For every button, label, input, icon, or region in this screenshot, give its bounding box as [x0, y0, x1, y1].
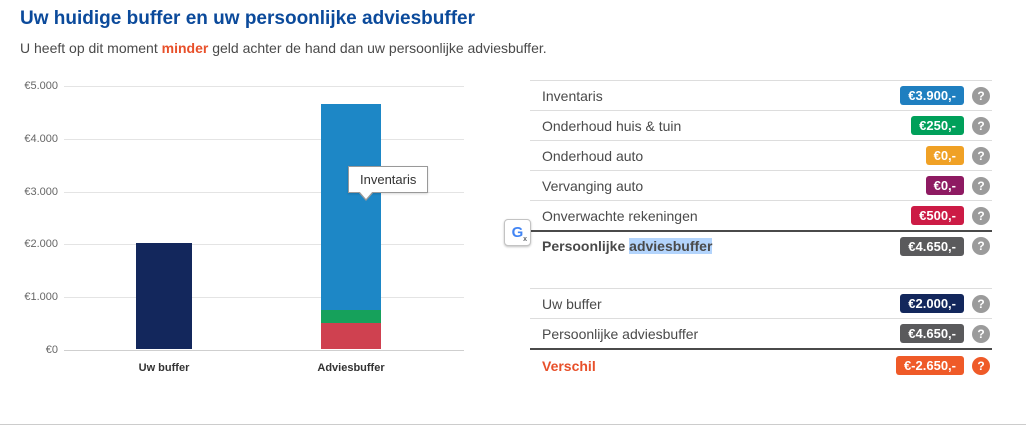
help-button-onverwachte-rekeningen[interactable]: ? [972, 206, 990, 225]
value-badge: €0,- [925, 176, 964, 195]
y-tick-label: €0 [45, 344, 58, 356]
value-badge: €4.650,- [900, 236, 964, 256]
google-g-glyph: G [511, 224, 524, 241]
advies-breakdown-list: Inventaris €3.900,- ? Onderhoud huis & t… [530, 80, 992, 260]
row-label: Persoonlijke adviesbuffer [542, 325, 699, 342]
gridline [64, 138, 464, 140]
row-persoonlijke-adviesbuffer-totaal: Persoonlijke adviesbuffer €4.650,- ? [530, 230, 992, 260]
chart-tooltip: Inventaris [348, 166, 429, 201]
y-tick-label: €4.000 [24, 132, 58, 145]
bar-segment-inventaris [321, 104, 381, 310]
row-verschil: Verschil €-2.650,- ? [530, 348, 992, 381]
help-button-uw-buffer[interactable]: ? [972, 294, 990, 313]
help-button-persoonlijke-adviesbuffer-2[interactable]: ? [972, 324, 990, 343]
row-label: Onverwachte rekeningen [542, 207, 698, 224]
gridline [64, 297, 464, 299]
value-badge: €-2.650,- [895, 356, 964, 375]
page-title: Uw huidige buffer en uw persoonlijke adv… [20, 8, 476, 29]
help-button-persoonlijke-adviesbuffer[interactable]: ? [972, 237, 990, 255]
row-label: Onderhoud huis & tuin [542, 117, 682, 134]
bar-segment-onderhoud-huis-tuin [321, 310, 381, 323]
x-tick-label-adviesbuffer: Adviesbuffer [317, 362, 385, 374]
row-onderhoud-auto: Onderhoud auto €0,- ? [530, 140, 992, 170]
gridline [64, 191, 464, 193]
y-tick-label: €5.000 [24, 80, 58, 92]
gridline [64, 244, 464, 246]
row-label: Vervanging auto [542, 177, 644, 194]
row-vervanging-auto: Vervanging auto €0,- ? [530, 170, 992, 200]
row-uw-buffer: Uw buffer €2.000,- ? [530, 288, 992, 318]
row-inventaris: Inventaris €3.900,- ? [530, 80, 992, 110]
help-button-onderhoud-auto[interactable]: ? [972, 146, 990, 165]
x-axis-baseline [64, 350, 464, 351]
help-button-inventaris[interactable]: ? [972, 86, 990, 105]
row-label: Inventaris [542, 87, 603, 104]
bar-adviesbuffer[interactable] [321, 104, 381, 349]
translate-sub-glyph: x [523, 236, 527, 243]
y-axis: €5.000 €4.000 €3.000 €2.000 €1.000 €0 [20, 80, 58, 356]
bar-segment-uw-buffer [136, 243, 192, 349]
row-onverwachte-rekeningen: Onverwachte rekeningen €500,- ? [530, 200, 992, 230]
y-tick-label: €2.000 [24, 238, 58, 251]
subtitle-prefix: U heeft op dit moment [20, 40, 158, 56]
value-badge: €0,- [925, 146, 964, 165]
page-subtitle: U heeft op dit moment minder geld achter… [20, 40, 547, 56]
buffer-summary-list: Uw buffer €2.000,- ? Persoonlijke advies… [530, 288, 992, 381]
bottom-divider [0, 424, 1026, 425]
google-translate-icon[interactable]: G x [504, 219, 531, 246]
value-badge: €500,- [911, 206, 964, 225]
buffer-bar-chart: €5.000 €4.000 €3.000 €2.000 €1.000 €0 In… [20, 80, 470, 386]
help-button-verschil[interactable]: ? [972, 356, 990, 375]
subtitle-suffix: geld achter de hand dan uw persoonlijke … [212, 40, 547, 56]
value-badge: €2.000,- [900, 294, 964, 313]
gridline [64, 86, 464, 87]
x-tick-label-uw-buffer: Uw buffer [138, 362, 190, 374]
selected-text: adviesbuffer [629, 238, 713, 254]
row-label: Onderhoud auto [542, 147, 644, 164]
row-persoonlijke-adviesbuffer: Persoonlijke adviesbuffer €4.650,- ? [530, 318, 992, 348]
row-label: Persoonlijke adviesbuffer [542, 238, 900, 254]
chart-tooltip-label: Inventaris [360, 172, 417, 187]
row-label: Verschil [542, 357, 596, 374]
help-button-vervanging-auto[interactable]: ? [972, 176, 990, 195]
subtitle-emphasis: minder [161, 40, 209, 56]
value-badge: €250,- [911, 116, 964, 135]
y-tick-label: €1.000 [24, 291, 58, 304]
value-badge: €3.900,- [900, 86, 964, 105]
help-button-onderhoud-huis-tuin[interactable]: ? [972, 116, 990, 135]
chart-plot: Inventaris [64, 86, 464, 351]
row-onderhoud-huis-tuin: Onderhoud huis & tuin €250,- ? [530, 110, 992, 140]
bar-uw-buffer[interactable] [136, 243, 192, 349]
bar-segment-onverwachte-rekeningen [321, 323, 381, 349]
row-label: Uw buffer [542, 295, 602, 312]
y-tick-label: €3.000 [24, 185, 58, 198]
label-prefix: Persoonlijke [542, 238, 626, 254]
value-badge: €4.650,- [900, 324, 964, 343]
buffer-panel: Inventaris €3.900,- ? Onderhoud huis & t… [530, 80, 992, 381]
